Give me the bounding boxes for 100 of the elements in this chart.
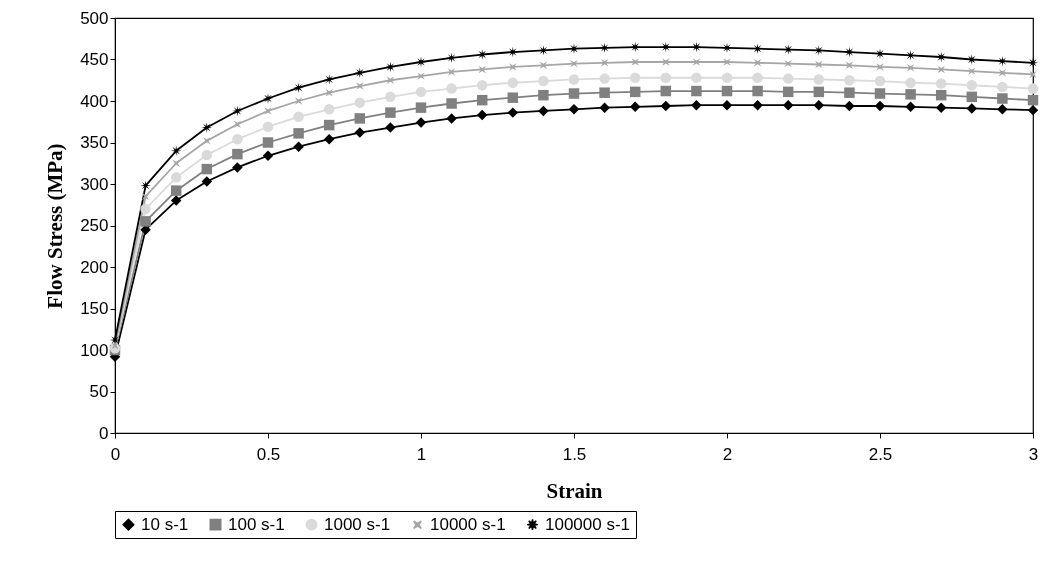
point [323, 104, 335, 115]
point [446, 113, 457, 124]
legend-label: 100000 s-1 [545, 514, 631, 534]
y-tick-label: 150 [80, 299, 109, 318]
point [476, 94, 488, 106]
point [385, 107, 396, 118]
point [325, 88, 333, 97]
point [507, 92, 519, 103]
point [568, 104, 580, 115]
y-tick-label: 350 [80, 133, 109, 152]
x-tick-label: 2.5 [868, 444, 893, 464]
point [354, 67, 366, 79]
point [539, 61, 548, 70]
point [262, 137, 274, 148]
point [1027, 104, 1039, 116]
point [752, 85, 763, 97]
point [354, 127, 366, 138]
point [293, 82, 304, 93]
x-tick-label: 1.5 [562, 444, 587, 464]
point [905, 89, 916, 100]
point [874, 75, 886, 87]
point [813, 99, 825, 111]
point [262, 150, 274, 162]
point [385, 122, 396, 133]
point [998, 69, 1007, 77]
point [905, 101, 916, 113]
point [752, 72, 763, 83]
point [691, 72, 702, 83]
point [752, 99, 763, 111]
point [874, 100, 886, 112]
point [201, 149, 213, 161]
point [507, 77, 519, 88]
point [111, 342, 119, 350]
point [568, 74, 580, 85]
point [417, 72, 425, 80]
point [478, 65, 486, 74]
point [140, 180, 151, 191]
point [691, 99, 702, 111]
point [172, 159, 180, 167]
point [813, 74, 825, 85]
point [354, 97, 366, 108]
point [570, 59, 578, 68]
x-tick-label: 2 [722, 444, 733, 464]
y-tick-label: 500 [80, 8, 109, 28]
y-tick-label: 200 [80, 257, 109, 277]
point [509, 63, 517, 71]
point [721, 99, 733, 111]
point [140, 203, 151, 215]
y-axis-title: Flow Stress (MPa) [43, 143, 68, 309]
point [538, 75, 549, 87]
point [109, 334, 121, 346]
point [1029, 70, 1037, 79]
point [599, 42, 610, 54]
y-tick-label: 300 [80, 174, 109, 194]
point [599, 73, 610, 84]
point [876, 63, 884, 71]
point [997, 93, 1008, 104]
point [446, 83, 457, 94]
point [935, 102, 947, 113]
point [262, 93, 274, 104]
point [1027, 83, 1039, 94]
point [629, 101, 641, 113]
point [476, 109, 488, 121]
point [264, 107, 272, 115]
point [721, 85, 733, 97]
point [415, 102, 427, 113]
point [966, 91, 978, 103]
point [201, 176, 213, 187]
point [293, 111, 304, 122]
point [294, 97, 303, 105]
point [691, 41, 702, 53]
point [997, 81, 1008, 93]
legend-label: 10000 s-1 [430, 514, 506, 534]
point [262, 121, 274, 132]
point [906, 64, 915, 72]
point [323, 119, 335, 131]
point [385, 91, 396, 103]
point [1027, 94, 1039, 106]
point [201, 122, 213, 133]
point [354, 113, 366, 124]
point [815, 60, 823, 69]
point [201, 163, 213, 175]
point [784, 59, 792, 68]
point [141, 192, 150, 201]
point [232, 133, 243, 145]
point [415, 117, 427, 128]
point [660, 100, 672, 112]
point [568, 88, 580, 99]
point [599, 102, 610, 113]
point [293, 141, 304, 152]
point [476, 80, 488, 91]
point [293, 128, 304, 139]
point [966, 80, 978, 91]
point [538, 105, 549, 117]
point [599, 87, 610, 98]
point [723, 58, 731, 66]
point [844, 75, 855, 86]
point [660, 72, 672, 83]
point [446, 52, 457, 64]
point [905, 77, 916, 88]
